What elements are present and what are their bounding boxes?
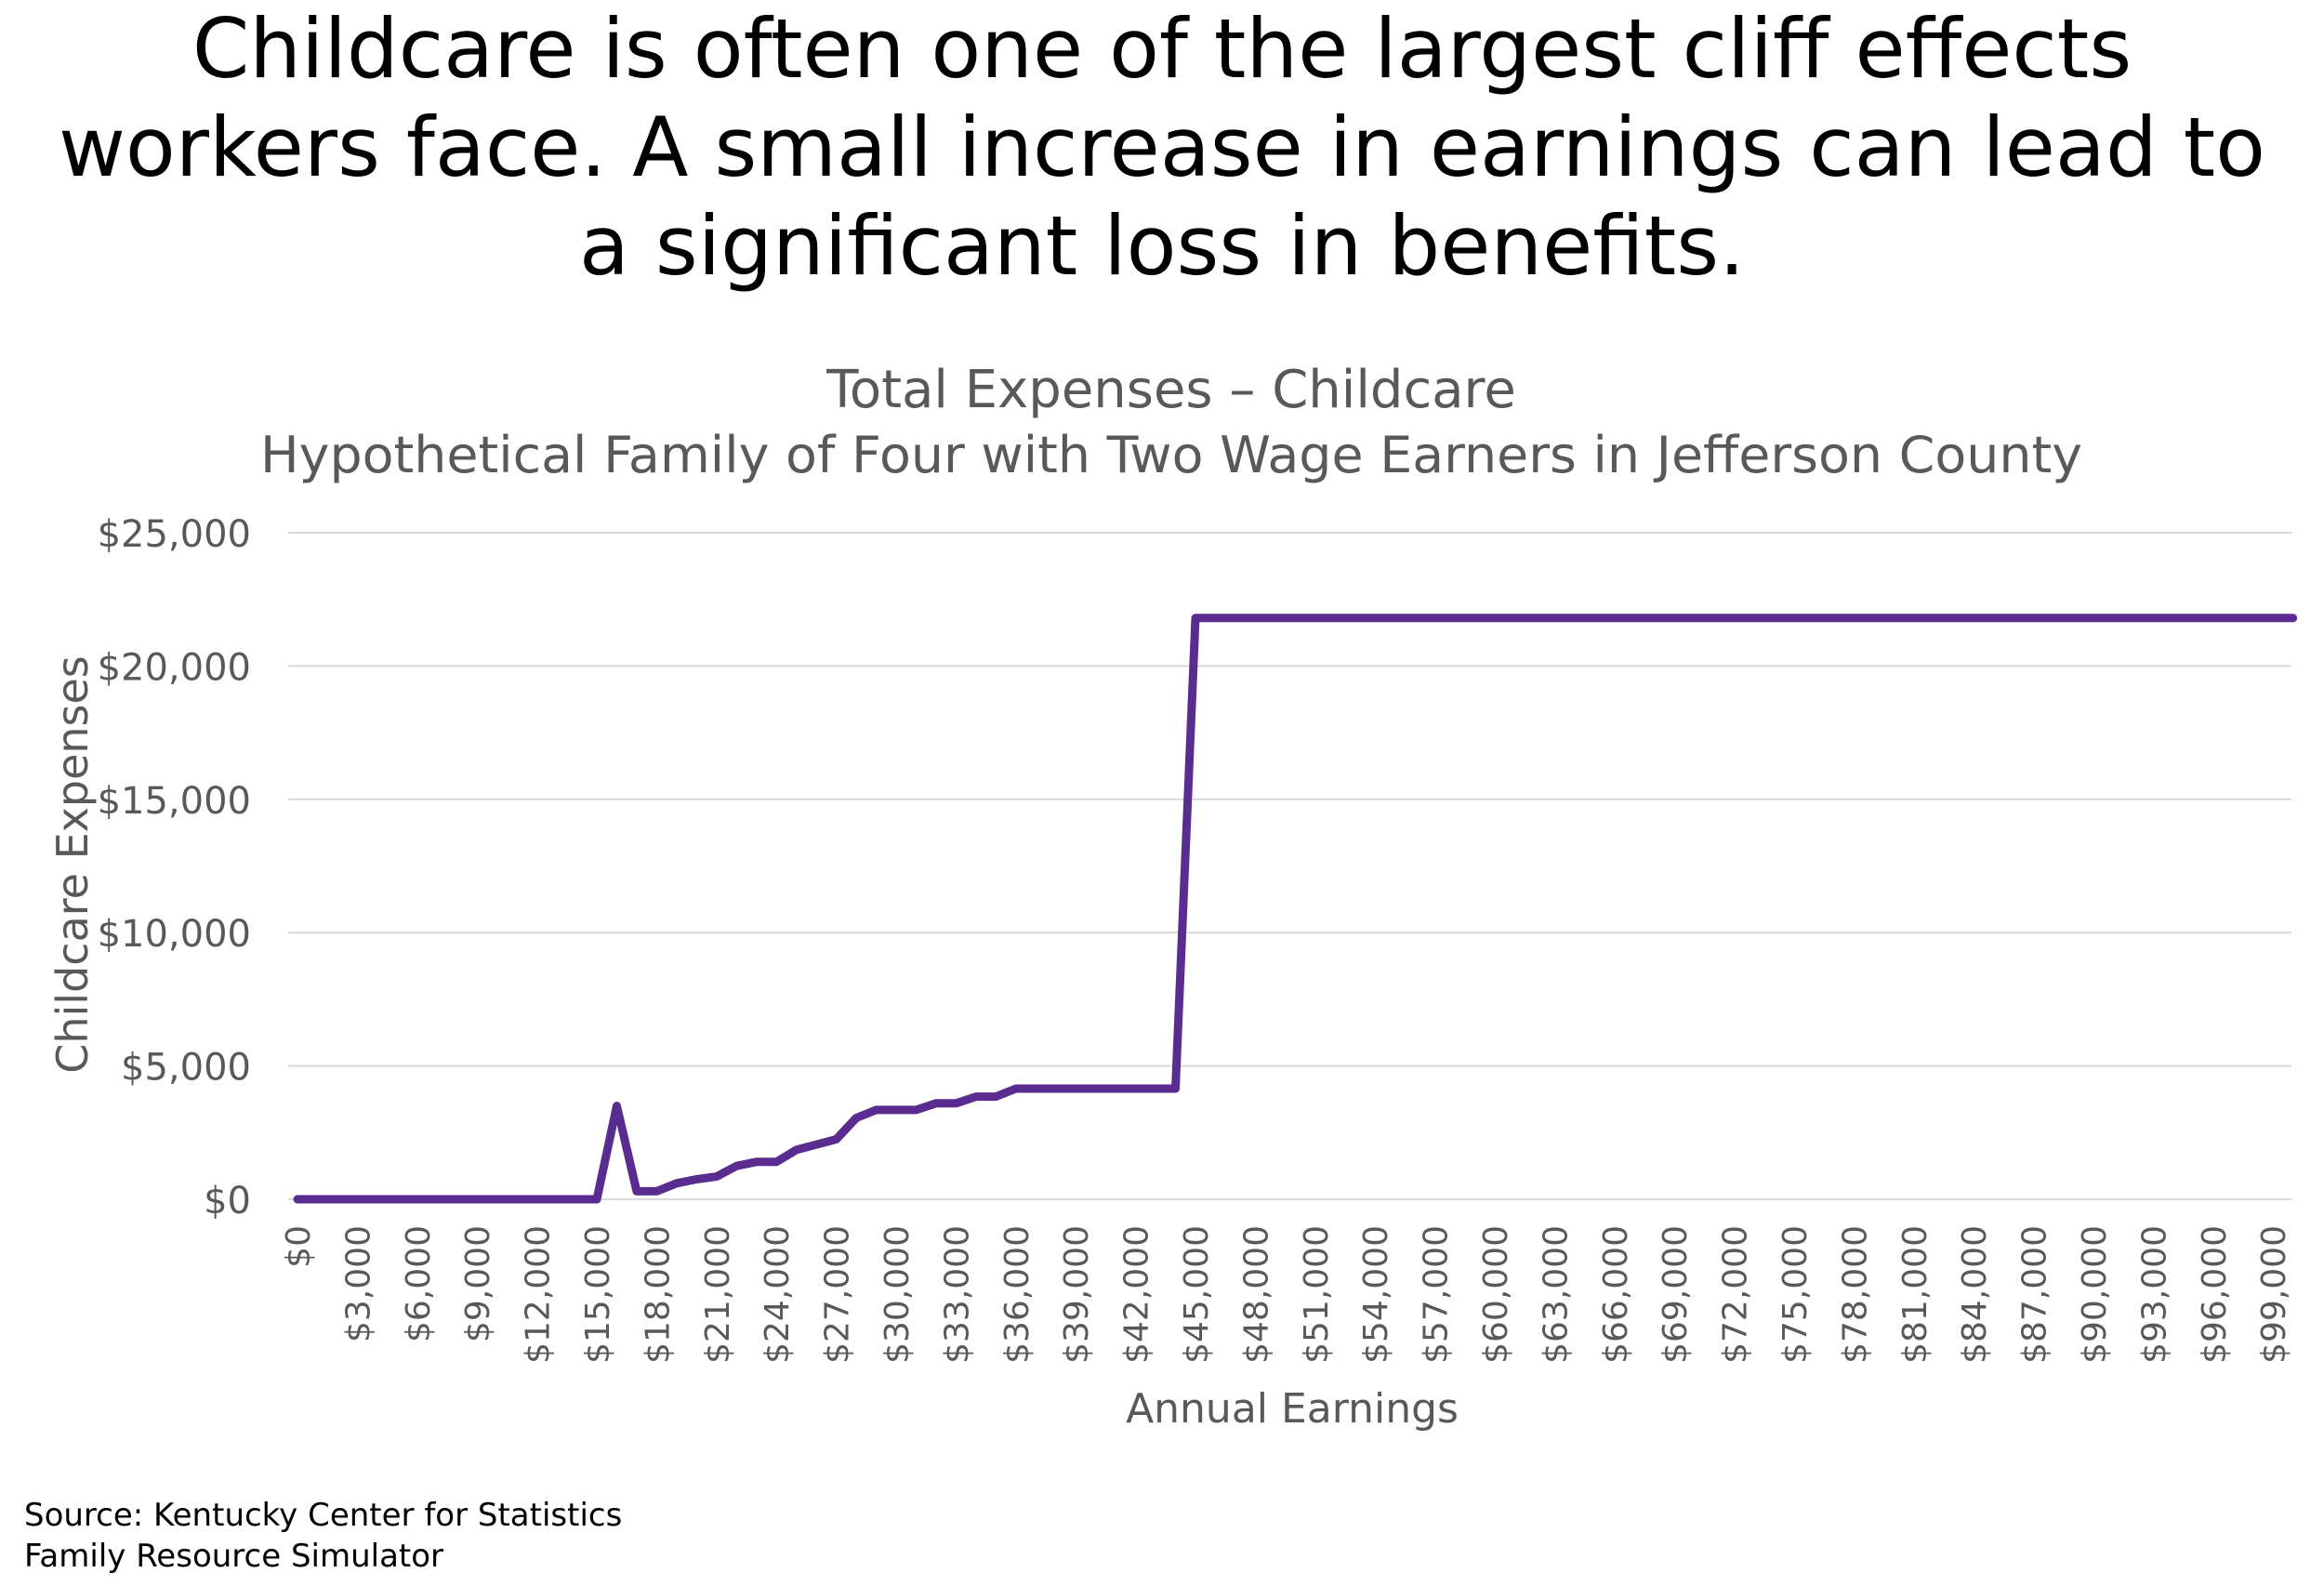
x-tick-label: $63,000	[1537, 1225, 1575, 1364]
x-tick-label: $0	[280, 1225, 318, 1268]
x-tick-label: $54,000	[1357, 1225, 1395, 1364]
source-line-1: Source: Kentucky Center for Statistics	[24, 1497, 623, 1534]
x-tick-label: $81,000	[1896, 1225, 1934, 1364]
headline-line-1: Childcare is often one of the largest cl…	[191, 1, 2133, 97]
x-tick-label: $45,000	[1178, 1225, 1216, 1364]
x-tick-label: $18,000	[639, 1225, 677, 1364]
x-axis-ticks: $0 $3,000 $6,000 $9,000 $12,000 $15,000 $18,00…	[280, 1225, 2293, 1364]
x-tick-label: $75,000	[1776, 1225, 1815, 1364]
y-axis-label: Childcare Expenses	[47, 655, 98, 1074]
source-line-2: Family Resource Simulator	[24, 1538, 444, 1575]
x-tick-label: $93,000	[2135, 1225, 2173, 1364]
x-tick-label: $3,000	[339, 1225, 377, 1342]
y-tick-label: $0	[204, 1180, 251, 1223]
x-tick-label: $99,000	[2255, 1225, 2293, 1364]
x-tick-label: $66,000	[1597, 1225, 1635, 1364]
x-tick-label: $27,000	[819, 1225, 857, 1364]
x-axis-label: Annual Earnings	[1126, 1385, 1459, 1433]
x-tick-label: $24,000	[759, 1225, 797, 1364]
x-tick-label: $96,000	[2196, 1225, 2234, 1364]
headline-line-3: a significant loss in benefits.	[578, 198, 1746, 294]
y-tick-label: $5,000	[121, 1047, 251, 1090]
y-tick-label: $20,000	[98, 646, 251, 689]
gridlines	[288, 532, 2291, 1200]
x-tick-label: $84,000	[1956, 1225, 1994, 1364]
series-line-0	[293, 614, 2298, 1204]
x-tick-label: $36,000	[998, 1225, 1037, 1364]
x-tick-label: $57,000	[1418, 1225, 1456, 1364]
x-tick-label: $15,000	[579, 1225, 617, 1364]
x-tick-label: $51,000	[1298, 1225, 1336, 1364]
headline: Childcare is often one of the largest cl…	[0, 0, 2324, 296]
x-tick-label: $60,000	[1477, 1225, 1515, 1364]
x-tick-label: $72,000	[1717, 1225, 1755, 1364]
x-tick-label: $6,000	[400, 1225, 438, 1342]
source-note: Source: Kentucky Center for Statistics F…	[24, 1495, 622, 1577]
x-tick-label: $39,000	[1058, 1225, 1096, 1364]
x-tick-label: $90,000	[2076, 1225, 2114, 1364]
y-tick-label: $10,000	[98, 913, 251, 956]
x-tick-label: $69,000	[1657, 1225, 1695, 1364]
x-tick-label: $30,000	[878, 1225, 917, 1364]
y-tick-label: $25,000	[98, 513, 251, 556]
chart-subtitle: Hypothetical Family of Four with Two Wag…	[260, 426, 2082, 484]
y-axis-ticks: $0 $5,000 $10,000 $15,000 $20,000 $25,000	[98, 513, 251, 1223]
series-layer	[293, 614, 2298, 1204]
x-tick-label: $78,000	[1836, 1225, 1874, 1364]
x-tick-label: $12,000	[520, 1225, 558, 1364]
headline-line-2: workers face. A small increase in earnin…	[58, 99, 2266, 195]
chart-title: Total Expenses – Childcare	[825, 360, 1516, 420]
x-tick-label: $87,000	[2016, 1225, 2054, 1364]
x-tick-label: $48,000	[1237, 1225, 1275, 1364]
x-tick-label: $33,000	[938, 1225, 976, 1364]
x-tick-label: $9,000	[459, 1225, 497, 1342]
y-tick-label: $15,000	[98, 780, 251, 823]
x-tick-label: $42,000	[1118, 1225, 1156, 1364]
x-tick-label: $21,000	[699, 1225, 737, 1364]
